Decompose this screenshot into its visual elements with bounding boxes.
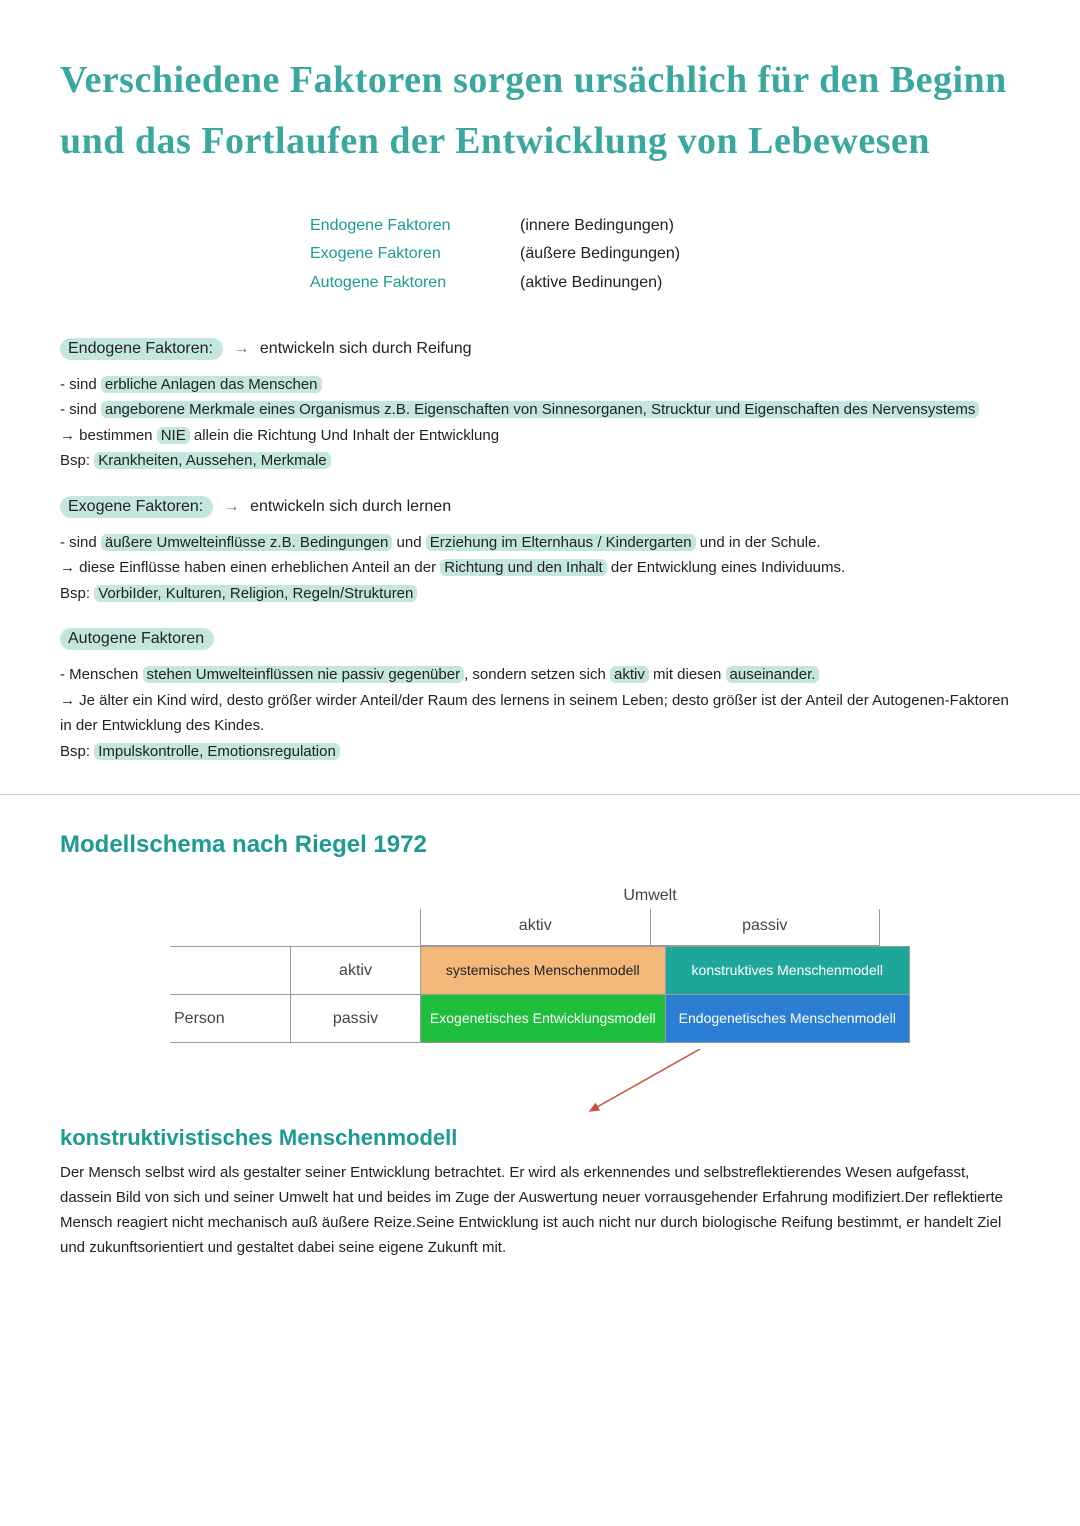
table-col-group-label: Umwelt [420, 887, 880, 909]
table-cell: konstruktives Menschenmodell [665, 947, 911, 994]
highlight: Impulskontrolle, Emotionsregulation [94, 743, 340, 760]
arrow-icon: → [60, 427, 75, 444]
factor-row: Exogene Faktoren (äußere Bedingungen) [310, 240, 770, 269]
connector-arrow-icon [170, 1049, 910, 1119]
table-col-header: aktiv [420, 909, 650, 945]
example-label: Bsp: [60, 452, 94, 469]
highlight: angeborene Merkmale eines Organismus z.B… [101, 401, 979, 418]
highlight: stehen Umwelteinflüssen nie passiv gegen… [143, 666, 465, 683]
factor-term: Exogene Faktoren [310, 240, 490, 269]
section-body: - sind äußere Umwelteinflüsse z.B. Bedin… [60, 530, 1020, 607]
section-autogene: Autogene Faktoren - Menschen stehen Umwe… [60, 628, 1020, 764]
section-body: - sind erbliche Anlagen das Menschen - s… [60, 372, 1020, 474]
table-cell: systemisches Menschenmodell [420, 947, 665, 994]
section-body: - Menschen stehen Umwelteinflüssen nie p… [60, 662, 1020, 764]
text: und in der Schule. [696, 534, 821, 551]
highlight: Richtung und den Inhalt [440, 559, 606, 576]
section-subtext: entwickeln sich durch lernen [250, 498, 451, 515]
highlight: aktiv [610, 666, 649, 683]
page-title: Verschiedene Faktoren sorgen ursächlich … [60, 50, 1020, 172]
section-heading: Endogene Faktoren: [60, 338, 223, 360]
table-row-group-label: Person [170, 995, 290, 1042]
highlight: äußere Umwelteinflüsse z.B. Bedingungen [101, 534, 393, 551]
text: - sind [60, 534, 101, 551]
highlight: erbliche Anlagen das Menschen [101, 376, 322, 393]
arrow-icon: → [60, 559, 75, 576]
text: und [392, 534, 425, 551]
riegel-title: Modellschema nach Riegel 1972 [60, 831, 1020, 859]
text: Je älter ein Kind wird, desto größer wir… [60, 692, 1009, 735]
highlight: NIE [157, 427, 190, 444]
factor-desc: (innere Bedingungen) [520, 212, 674, 241]
section-exogene: Exogene Faktoren: → entwickeln sich durc… [60, 496, 1020, 607]
table-cell: Exogenetisches Entwicklungsmodell [420, 995, 665, 1042]
highlight: Erziehung im Elternhaus / Kindergarten [426, 534, 696, 551]
table-row-header: aktiv [290, 947, 420, 994]
text: - Menschen [60, 666, 143, 683]
konstruktiv-title: konstruktivistisches Menschenmodell [60, 1125, 1020, 1151]
example-label: Bsp: [60, 743, 94, 760]
arrow-icon: → [233, 340, 249, 357]
table-row-header: passiv [290, 995, 420, 1042]
table-cell: Endogenetisches Menschenmodell [665, 995, 911, 1042]
example-label: Bsp: [60, 585, 94, 602]
text: - sind [60, 401, 101, 418]
divider [0, 794, 1080, 795]
section-heading: Autogene Faktoren [60, 628, 214, 650]
text: allein die Richtung Und Inhalt der Entwi… [190, 427, 499, 444]
factor-term: Autogene Faktoren [310, 269, 490, 298]
table-row: Person passiv Exogenetisches Entwicklung… [170, 995, 910, 1043]
factor-row: Autogene Faktoren (aktive Bedinungen) [310, 269, 770, 298]
text: , sondern setzen sich [464, 666, 610, 683]
factor-definitions: Endogene Faktoren (innere Bedingungen) E… [310, 212, 770, 298]
factor-desc: (äußere Bedingungen) [520, 240, 680, 269]
section-endogene: Endogene Faktoren: → entwickeln sich dur… [60, 338, 1020, 474]
text: der Entwicklung eines Individuums. [607, 559, 845, 576]
highlight: VorbiIder, Kulturen, Religion, Regeln/St… [94, 585, 417, 602]
factor-term: Endogene Faktoren [310, 212, 490, 241]
text: mit diesen [649, 666, 726, 683]
arrow-icon: → [60, 692, 75, 709]
text: diese Einflüsse haben einen erheblichen … [75, 559, 440, 576]
table-row: aktiv systemisches Menschenmodell konstr… [170, 947, 910, 995]
riegel-table: Umwelt aktiv passiv aktiv systemisches M… [170, 887, 910, 1043]
table-col-header: passiv [650, 909, 881, 945]
table-row-group-label [170, 947, 290, 994]
section-heading: Exogene Faktoren: [60, 496, 213, 518]
factor-desc: (aktive Bedinungen) [520, 269, 662, 298]
arrow-icon: → [224, 498, 240, 515]
factor-row: Endogene Faktoren (innere Bedingungen) [310, 212, 770, 241]
highlight: auseinander. [726, 666, 820, 683]
text: bestimmen [75, 427, 157, 444]
highlight: Krankheiten, Aussehen, Merkmale [94, 452, 330, 469]
section-subtext: entwickeln sich durch Reifung [260, 340, 472, 357]
text: - sind [60, 376, 101, 393]
konstruktiv-text: Der Mensch selbst wird als gestalter sei… [60, 1161, 1020, 1260]
